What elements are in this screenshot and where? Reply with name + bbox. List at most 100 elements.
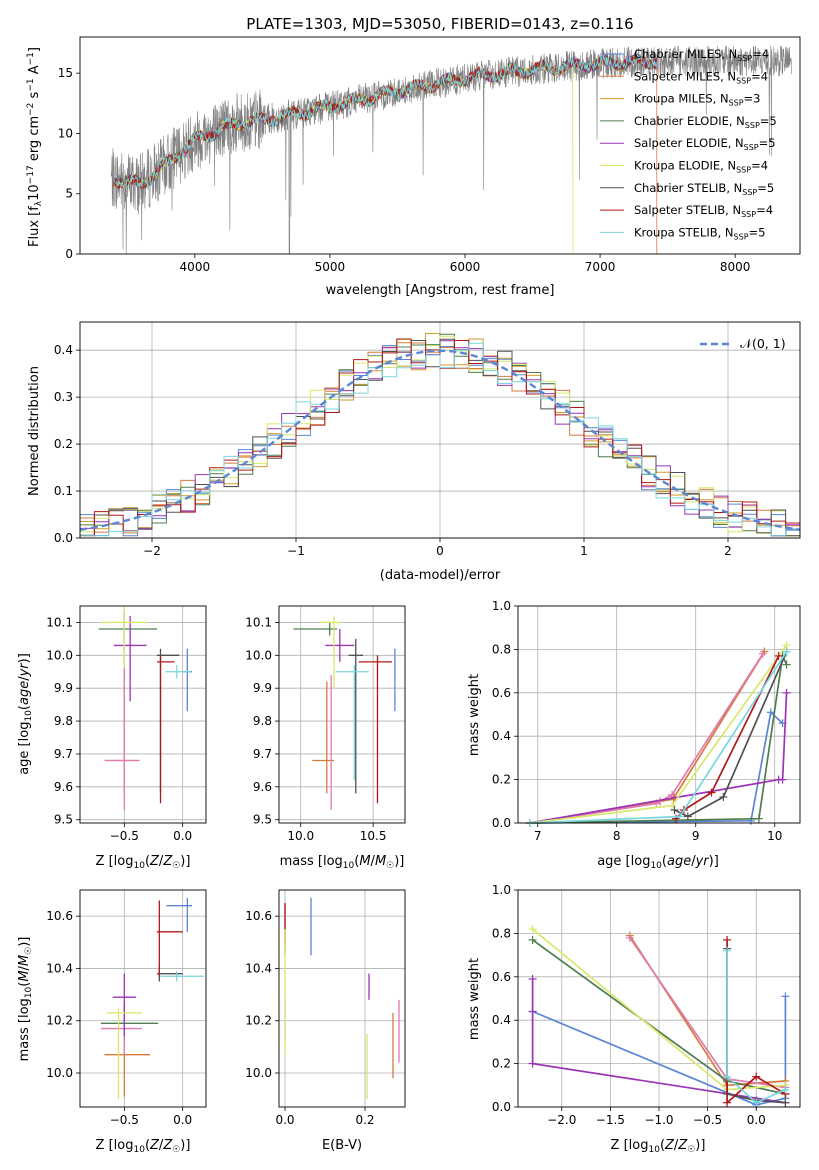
axes-frame — [79, 36, 801, 255]
y-tick-label: 15 — [58, 66, 73, 80]
y-tick-label: 10.4 — [46, 961, 73, 975]
histogram-panel: (data-model)/error Normed distribution 𝒩… — [27, 321, 801, 583]
errorbar-point — [98, 612, 157, 636]
x-tick-label: 0.0 — [275, 1113, 294, 1127]
y-tick-label: 10.0 — [46, 648, 73, 662]
x-tick-label: −0.5 — [110, 829, 139, 843]
y-tick-label: 9.9 — [253, 681, 272, 695]
x-tick-label: 10.0 — [287, 829, 314, 843]
x-tick-label: 0.0 — [173, 1113, 192, 1127]
y-tick-label: 10.1 — [46, 615, 73, 629]
y-tick-label: 9.8 — [253, 714, 272, 728]
series-marker — [670, 805, 679, 814]
grid — [518, 889, 800, 1108]
series-marker — [683, 812, 692, 821]
weight-vs-z-panel: Z [log10(Z/Z☉)] mass weight −2.0 −1.5 −1.0… — [467, 883, 801, 1155]
errorbar-point — [182, 648, 192, 712]
axes-frame — [79, 605, 207, 824]
x-tick-label: 8000 — [720, 260, 751, 274]
plot-area — [293, 615, 396, 810]
observed-spectrum-line — [110, 45, 792, 254]
x-tick-label: −0.5 — [693, 1113, 722, 1127]
errorbar-point — [166, 897, 192, 932]
errorbar-point — [312, 681, 335, 794]
model-spectrum-line — [113, 53, 658, 189]
y-tick-label: 0.3 — [54, 390, 73, 404]
x-tick-label: 9 — [692, 829, 700, 843]
grid — [279, 890, 405, 1107]
plot-area — [98, 606, 192, 810]
y-tick-label: 0.0 — [54, 531, 73, 545]
x-tick-label: 1 — [580, 544, 588, 558]
y-tick-label: 10.0 — [245, 1066, 272, 1080]
series-marker — [723, 946, 732, 955]
legend-label: Chabrier ELODIE, NSSP=5 — [634, 114, 777, 130]
x-tick-label: −1.5 — [596, 1113, 625, 1127]
legend-label: Kroupa MILES, NSSP=3 — [634, 92, 760, 108]
errorbar-point — [105, 622, 139, 794]
weight-vs-age-ylabel: mass weight — [467, 674, 482, 756]
y-tick-label: 10.0 — [46, 1066, 73, 1080]
y-tick-label: 0.2 — [492, 773, 511, 787]
series-line — [726, 950, 786, 1104]
mass-vs-ebv-panel: E(B-V) 0.0 0.2 10.0 10.2 10.4 10.6 — [245, 889, 406, 1153]
legend-label: Kroupa STELIB, NSSP=5 — [634, 225, 765, 241]
series-line — [529, 651, 766, 824]
grid — [80, 606, 206, 823]
y-tick-label: 9.7 — [253, 747, 272, 761]
y-tick-label: 1.0 — [492, 883, 511, 897]
x-tick-label: 2 — [724, 544, 732, 558]
x-tick-label: 0 — [436, 544, 444, 558]
legend-label: Chabrier MILES, NSSP=4 — [634, 47, 769, 63]
series-marker — [625, 933, 634, 942]
y-tick-label: 0.6 — [492, 686, 511, 700]
model-spectrum-line — [113, 53, 658, 187]
x-tick-label: 7000 — [585, 260, 616, 274]
series-marker — [528, 925, 537, 934]
model-spectrum-line — [113, 53, 658, 189]
errorbar-point — [348, 638, 363, 794]
y-tick-label: 10.6 — [46, 909, 73, 923]
errorbar-point — [101, 1020, 159, 1026]
weight-vs-age-panel: age [log10(age/yr)] mass weight 7 8 9 10 0.0… — [467, 599, 801, 871]
series-marker — [758, 649, 767, 658]
series-line — [529, 644, 788, 824]
spectrum-xlabel: wavelength [Angstrom, rest frame] — [326, 283, 555, 298]
y-tick-label: 10.0 — [245, 648, 272, 662]
x-tick-label: −2.0 — [547, 1113, 576, 1127]
y-tick-label: 10.1 — [245, 615, 272, 629]
y-tick-label: 0.0 — [492, 816, 511, 830]
model-spectrum-line — [113, 52, 658, 189]
series-marker — [774, 651, 783, 660]
series-marker — [528, 935, 537, 944]
y-tick-label: 5 — [65, 187, 73, 201]
weight-vs-age-xlabel: age [log10(age/yr)] — [597, 854, 719, 871]
x-tick-label: −0.5 — [110, 1113, 139, 1127]
x-tick-label: 0.0 — [173, 829, 192, 843]
histogram-ylabel: Normed distribution — [27, 366, 42, 496]
y-tick-label: 9.6 — [54, 780, 73, 794]
plot-area — [110, 45, 792, 254]
series-marker — [719, 792, 728, 801]
errorbar-point — [104, 1002, 150, 1097]
errorbar-point — [112, 973, 136, 1037]
series-marker — [528, 1007, 537, 1016]
figure-title: PLATE=1303, MJD=53050, FIBERID=0143, z=0… — [246, 15, 633, 33]
x-tick-label: −1 — [287, 544, 305, 558]
errorbar-point — [157, 655, 175, 804]
series-marker — [675, 812, 684, 821]
model-spectrum-line — [113, 52, 658, 190]
y-tick-label: 0.4 — [492, 729, 511, 743]
age-vs-z-ylabel: age [log10(age/yr)] — [17, 653, 34, 775]
x-tick-label: 10.5 — [360, 829, 387, 843]
mass-vs-z-xlabel: Z [log10(Z/Z☉)] — [96, 1138, 191, 1155]
errorbar-point — [101, 1002, 142, 1055]
x-tick-label: 8 — [613, 829, 621, 843]
y-tick-label: 0.4 — [54, 343, 73, 357]
y-tick-label: 0.8 — [492, 926, 511, 940]
y-tick-label: 9.9 — [54, 681, 73, 695]
legend-label: 𝒩(0, 1) — [740, 336, 786, 351]
x-tick-label: 5000 — [315, 260, 346, 274]
x-tick-label: −2 — [143, 544, 161, 558]
